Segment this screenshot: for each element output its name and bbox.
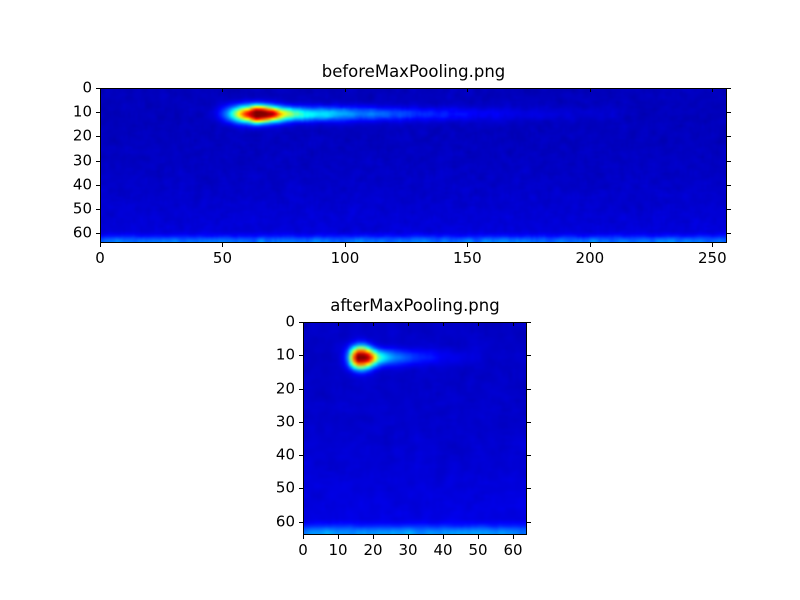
y-tick-mark xyxy=(299,455,303,457)
x-tick-label: 30 xyxy=(398,541,418,559)
x-tick-mark-top xyxy=(513,322,514,326)
x-tick-mark-top xyxy=(443,322,444,326)
y-tick-mark xyxy=(96,184,100,186)
x-tick-mark-top xyxy=(100,88,101,92)
x-tick-mark xyxy=(408,535,409,539)
y-tick-mark-right xyxy=(527,388,531,390)
y-tick-label: 30 xyxy=(72,151,92,170)
x-tick-mark-top xyxy=(222,88,224,92)
y-tick-label: 10 xyxy=(275,345,295,364)
x-tick-mark xyxy=(712,243,714,247)
y-tick-mark xyxy=(299,388,303,390)
x-tick-mark xyxy=(100,243,101,247)
x-tick-mark xyxy=(222,243,224,247)
x-tick-mark xyxy=(443,535,444,539)
y-tick-label: 20 xyxy=(72,126,92,145)
y-tick-mark xyxy=(299,322,303,323)
y-tick-mark xyxy=(96,209,100,211)
axes-before-max-pooling: beforeMaxPooling.png 0 50 100 150 200 250 0 10 2… xyxy=(73,62,731,267)
y-tick-mark-right xyxy=(527,521,531,523)
plot-area-after xyxy=(303,322,527,535)
y-tick-mark-right xyxy=(727,160,731,162)
x-tick-label: 150 xyxy=(453,249,482,267)
y-tick-mark-right xyxy=(727,209,731,211)
y-tick-mark-right xyxy=(727,184,731,186)
x-tick-label: 100 xyxy=(330,249,360,267)
x-tick-label: 50 xyxy=(212,249,232,267)
y-tick-mark xyxy=(96,233,100,235)
y-tick-mark xyxy=(299,521,303,523)
y-tick-mark xyxy=(96,136,100,138)
x-tick-mark-top xyxy=(344,88,346,92)
y-tick-mark-right xyxy=(527,355,531,357)
x-tick-mark-top xyxy=(408,322,409,326)
y-tick-mark-right xyxy=(527,488,531,490)
plot-area-before xyxy=(100,88,727,243)
y-tick-mark-right xyxy=(527,421,531,423)
y-tick-mark xyxy=(299,355,303,357)
y-tick-label: 50 xyxy=(72,199,92,218)
y-tick-mark-right xyxy=(527,455,531,457)
x-tick-mark xyxy=(467,243,469,247)
x-tick-mark-top xyxy=(373,322,374,326)
x-tick-mark-top xyxy=(589,88,591,92)
x-tick-mark-top xyxy=(712,88,714,92)
x-tick-label: 250 xyxy=(697,249,727,267)
chart-title-after: afterMaxPooling.png xyxy=(330,296,500,315)
y-tick-label: 0 xyxy=(285,312,295,331)
x-tick-label: 0 xyxy=(298,541,308,559)
x-tick-mark-top xyxy=(338,322,339,326)
y-tick-label: 40 xyxy=(72,175,92,194)
y-tick-mark xyxy=(96,88,100,89)
axes-after-max-pooling: afterMaxPooling.png 0 10 20 30 40 50 60 0 10 20 30… xyxy=(276,296,531,559)
x-tick-label: 200 xyxy=(575,249,605,267)
x-tick-mark xyxy=(513,535,514,539)
y-tick-label: 60 xyxy=(275,512,295,531)
x-tick-mark xyxy=(344,243,346,247)
y-tick-mark-right xyxy=(527,322,531,323)
y-tick-label: 30 xyxy=(275,412,295,431)
x-tick-label: 0 xyxy=(95,249,105,267)
x-tick-label: 60 xyxy=(503,541,523,559)
y-tick-label: 10 xyxy=(72,102,92,121)
y-tick-mark-right xyxy=(727,233,731,235)
x-tick-mark xyxy=(589,243,591,247)
y-tick-mark xyxy=(96,160,100,162)
y-tick-mark-right xyxy=(727,88,731,89)
x-tick-label: 40 xyxy=(433,541,453,559)
x-tick-label: 20 xyxy=(363,541,383,559)
x-tick-label: 50 xyxy=(468,541,488,559)
x-tick-mark-top xyxy=(303,322,304,326)
x-tick-mark-top xyxy=(478,322,479,326)
y-tick-mark-right xyxy=(727,112,731,114)
y-tick-label: 0 xyxy=(82,78,92,97)
x-tick-mark-top xyxy=(467,88,469,92)
y-tick-label: 20 xyxy=(275,379,295,398)
x-tick-mark xyxy=(338,535,339,539)
x-tick-label: 10 xyxy=(328,541,348,559)
y-tick-label: 60 xyxy=(72,223,92,242)
chart-title-before: beforeMaxPooling.png xyxy=(321,62,506,81)
y-tick-label: 40 xyxy=(275,445,295,464)
y-tick-mark xyxy=(299,421,303,423)
heatmap-image-before xyxy=(101,89,726,242)
heatmap-image-after xyxy=(304,323,526,534)
y-tick-mark-right xyxy=(727,136,731,138)
x-tick-mark xyxy=(373,535,374,539)
y-tick-label: 50 xyxy=(275,478,295,497)
x-tick-mark xyxy=(303,535,304,539)
y-tick-mark xyxy=(299,488,303,490)
y-tick-mark xyxy=(96,112,100,114)
x-tick-mark xyxy=(478,535,479,539)
